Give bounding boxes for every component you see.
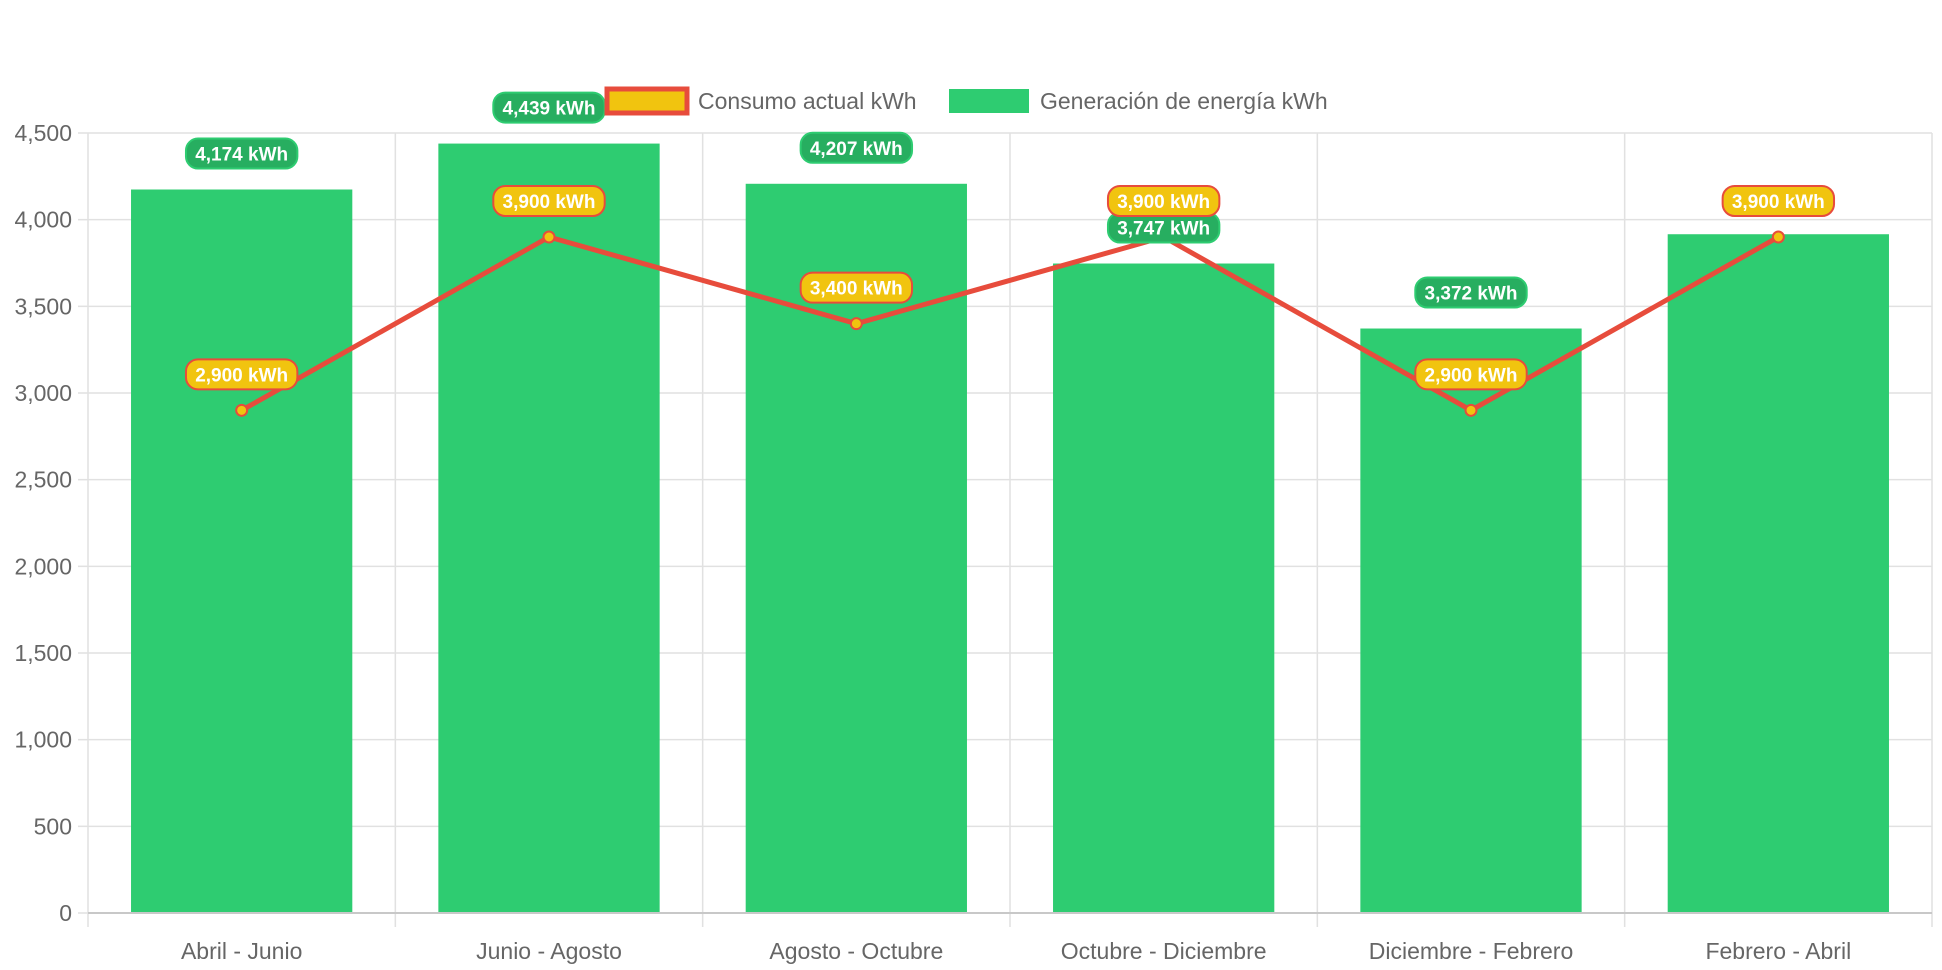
bar[interactable] bbox=[1360, 328, 1582, 913]
bar-data-label-bg bbox=[184, 137, 299, 170]
line-data-label-bg bbox=[799, 271, 914, 304]
line-point[interactable] bbox=[1771, 230, 1785, 244]
bar-data-label: 4,439 kWh bbox=[503, 99, 596, 120]
x-tick-label: Octubre - Diciembre bbox=[1061, 938, 1267, 964]
legend-label-consumo[interactable]: Consumo actual kWh bbox=[698, 88, 917, 114]
line-point[interactable] bbox=[849, 317, 863, 331]
legend-swatch-generacion[interactable] bbox=[949, 89, 1029, 113]
line-data-label-bg bbox=[1414, 358, 1528, 391]
x-tick-label: Junio - Agosto bbox=[476, 938, 622, 964]
bar-series bbox=[131, 143, 1889, 914]
y-tick-label: 2,000 bbox=[14, 553, 72, 579]
x-tick-label: Diciembre - Febrero bbox=[1369, 938, 1574, 964]
y-tick-label: 500 bbox=[34, 813, 72, 839]
x-tick-label: Agosto - Octubre bbox=[769, 938, 943, 964]
y-tick-label: 1,500 bbox=[14, 640, 72, 666]
y-tick-label: 0 bbox=[59, 900, 72, 926]
line-data-label-bg bbox=[184, 358, 299, 391]
bar-data-label-bg bbox=[799, 131, 914, 164]
line-point[interactable] bbox=[542, 230, 556, 244]
line-data-label-bg bbox=[492, 185, 606, 217]
legend-label-generacion[interactable]: Generación de energía kWh bbox=[1040, 88, 1328, 114]
y-tick-label: 3,500 bbox=[14, 293, 72, 319]
bar[interactable] bbox=[1053, 263, 1275, 913]
line-data-label: 3,900 kWh bbox=[503, 192, 596, 213]
line-data-label: 2,900 kWh bbox=[195, 365, 288, 386]
y-tick-label: 1,000 bbox=[14, 727, 72, 753]
line-data-label: 3,900 kWh bbox=[1117, 192, 1210, 213]
x-tick-label: Febrero - Abril bbox=[1705, 938, 1851, 964]
bar-data-label: 3,747 kWh bbox=[1117, 219, 1210, 240]
bar-data-label: 3,372 kWh bbox=[1425, 284, 1518, 305]
line-data-label: 2,900 kWh bbox=[1425, 365, 1518, 386]
x-tick-label: Abril - Junio bbox=[181, 938, 302, 964]
legend-swatch-consumo[interactable] bbox=[604, 86, 690, 116]
data-labels: 4,174 kWh 4,439 kWh 4,207 kWh 3,747 kWh 3,37… bbox=[184, 91, 1836, 391]
bar-data-label: 4,174 kWh bbox=[195, 145, 288, 166]
line-data-label: 3,400 kWh bbox=[810, 279, 903, 300]
y-tick-label: 4,000 bbox=[14, 207, 72, 233]
bar-data-label-bg bbox=[1414, 276, 1528, 309]
bar[interactable] bbox=[438, 143, 660, 913]
y-tick-label: 4,500 bbox=[14, 120, 72, 146]
line-data-label-bg bbox=[1106, 185, 1221, 217]
bar[interactable] bbox=[131, 189, 353, 914]
y-tick-label: 3,000 bbox=[14, 380, 72, 406]
line-point[interactable] bbox=[235, 403, 249, 417]
line-point[interactable] bbox=[1464, 403, 1478, 417]
grid bbox=[78, 132, 1933, 927]
axes: 0 500 1,000 1,500 2,000 2,500 3,000 3,500 4,000 4… bbox=[14, 120, 1932, 964]
bar[interactable] bbox=[1667, 234, 1889, 913]
line-data-label: 3,900 kWh bbox=[1732, 192, 1825, 213]
bar-data-label: 4,207 kWh bbox=[810, 139, 903, 160]
legend: Consumo actual kWh Generación de energía… bbox=[604, 86, 1328, 116]
line-data-label-bg bbox=[1721, 185, 1836, 217]
y-tick-label: 2,500 bbox=[14, 467, 72, 493]
